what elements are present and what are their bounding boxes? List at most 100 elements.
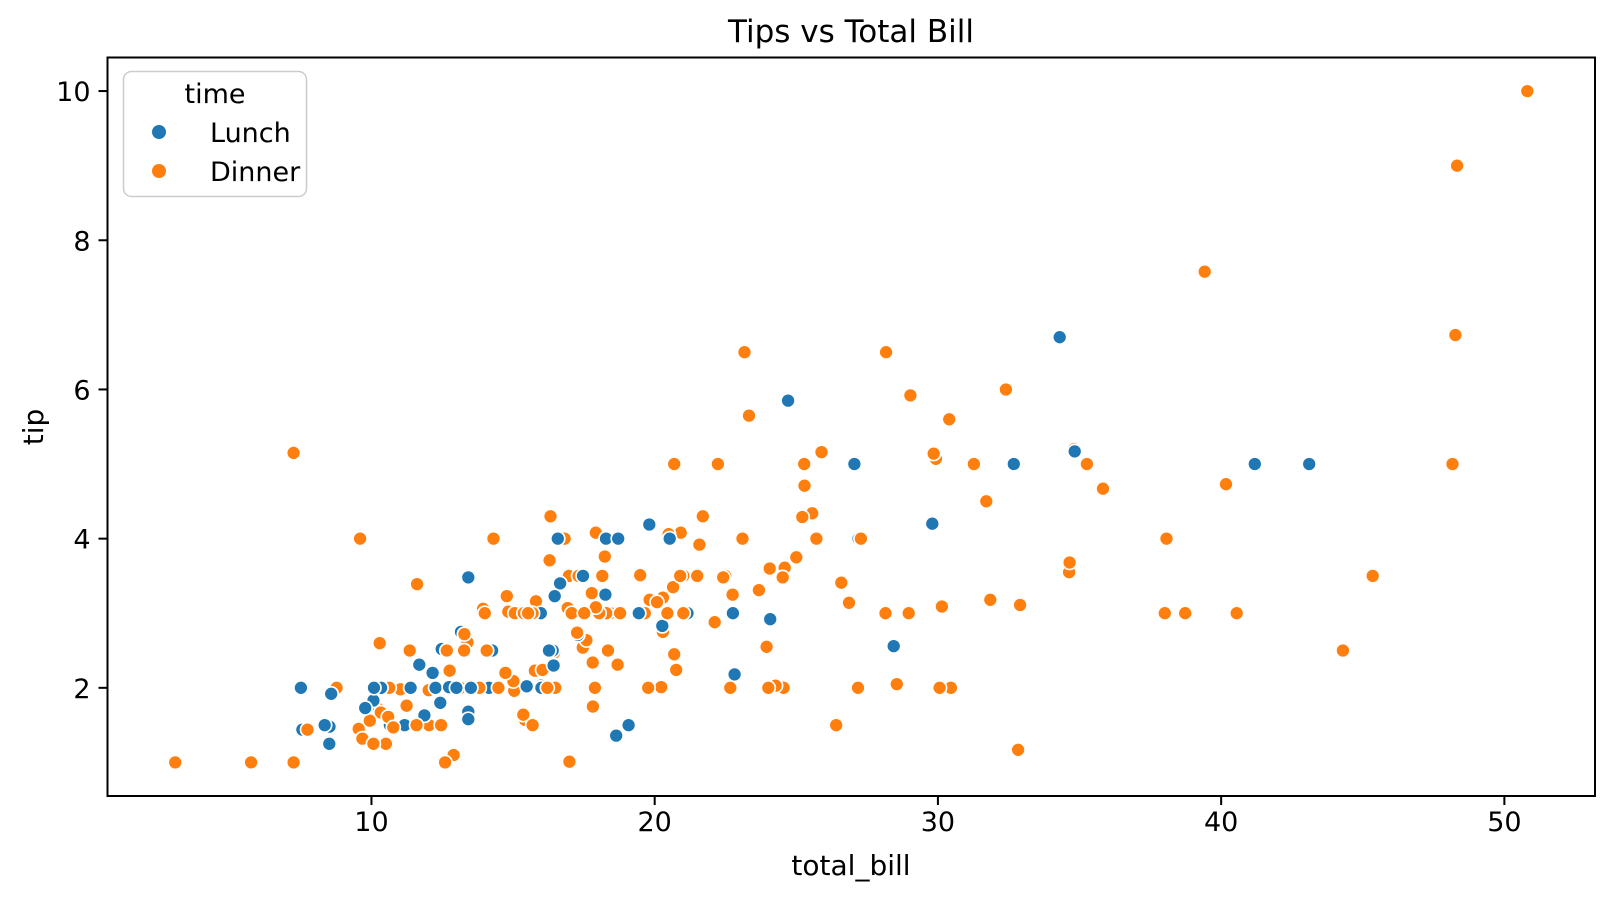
point-lunch [725,605,741,622]
point-dinner [653,679,670,695]
point-lunch [661,530,678,547]
point-lunch [541,642,557,659]
point-dinner [243,754,259,771]
point-dinner [722,679,739,696]
point-lunch [924,515,941,532]
point-lunch [1051,329,1068,346]
x-tick-label: 30 [921,807,955,838]
point-dinner [659,605,676,622]
point-lunch [620,717,637,733]
point-dinner [691,536,708,553]
point-dinner [587,679,603,696]
point-dinner [497,665,514,681]
x-tick-label: 20 [638,807,672,838]
point-dinner [724,586,741,603]
point-dinner [585,698,601,715]
y-axis-ticks: 2 4 6 8 10 [56,77,108,705]
point-dinner [1012,597,1028,613]
point-dinner [441,662,458,679]
point-dinner [569,624,585,641]
point-dinner [761,560,778,577]
point-lunch [323,685,340,702]
point-dinner [774,569,791,586]
point-dinner [751,582,767,598]
point-dinner [490,679,507,696]
point-lunch [293,679,309,696]
point-lunch [641,516,658,533]
point-lunch [549,530,566,547]
point-dinner [385,719,402,736]
y-tick-label: 10 [56,77,90,108]
point-dinner [666,456,683,472]
point-dinner [1228,605,1245,622]
legend-label-dinner: Dinner [210,157,301,188]
x-axis-label: total_bill [791,849,910,882]
point-dinner [853,530,869,547]
point-dinner [672,568,689,584]
point-lunch [885,638,902,654]
point-dinner [760,679,777,696]
point-dinner [1061,554,1078,571]
point-lunch [402,679,419,696]
point-dinner [539,679,556,696]
point-dinner [285,445,302,461]
point-lunch [321,735,338,752]
point-dinner [609,656,626,673]
point-dinner [900,605,917,622]
point-dinner [433,717,449,733]
point-dinner [167,754,184,771]
point-lunch [608,727,625,744]
point-dinner [850,679,866,696]
point-dinner [542,508,559,525]
point-lunch [427,679,444,696]
point-dinner [541,552,558,569]
point-lunch [726,666,743,683]
point-dinner [741,407,757,424]
x-tick-label: 40 [1204,807,1238,838]
point-dinner [1444,456,1461,472]
point-dinner [299,721,316,738]
point-lunch [575,568,591,584]
point-dinner [1010,741,1026,758]
point-dinner [576,605,593,622]
point-dinner [398,697,415,714]
point-dinner [524,717,541,733]
chart-title: Tips vs Total Bill [727,14,974,50]
y-tick-label: 8 [73,226,90,257]
point-dinner [888,676,905,692]
point-lunch [460,569,477,586]
point-dinner [600,642,616,659]
x-tick-label: 10 [354,807,388,838]
point-dinner [649,594,665,610]
point-dinner [689,568,706,584]
point-dinner [813,444,830,460]
x-tick-label: 50 [1487,807,1521,838]
point-dinner [982,591,999,608]
point-lunch [610,530,627,547]
point-dinner [1449,157,1465,174]
point-dinner [1218,476,1234,493]
legend-marker-lunch-icon [152,125,166,139]
point-dinner [583,585,600,601]
point-lunch [780,392,796,409]
point-dinner [736,344,753,361]
point-dinner [902,387,919,404]
point-dinner [1095,480,1111,497]
point-lunch [846,456,863,472]
point-lunch [424,665,441,681]
point-dinner [632,567,649,584]
point-lunch [1301,456,1318,472]
point-dinner [925,445,942,462]
plot-area [106,56,1596,797]
point-lunch [1066,443,1083,460]
point-dinner [612,605,628,622]
point-lunch [518,678,535,695]
point-dinner [665,579,681,595]
point-dinner [408,717,425,733]
point-dinner [796,456,813,472]
point-dinner [1177,605,1194,622]
point-dinner [401,642,418,659]
point-dinner [498,588,515,604]
legend: time Lunch Dinner [122,70,308,198]
